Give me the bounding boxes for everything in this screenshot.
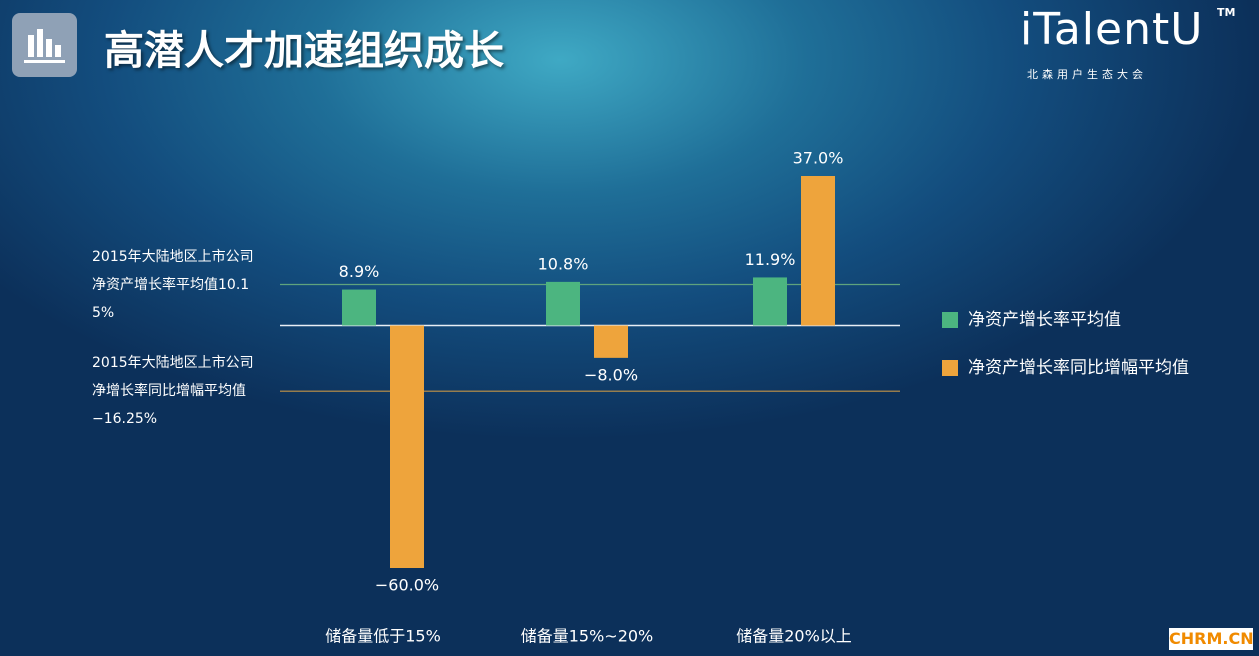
logo-subtitle: 北森用户生态大会 bbox=[1027, 68, 1147, 81]
value-label: −8.0% bbox=[584, 365, 638, 384]
value-label: 10.8% bbox=[538, 254, 589, 273]
logo-tm: TM bbox=[1217, 6, 1236, 19]
legend-label: 净资产增长率同比增幅平均值 bbox=[968, 358, 1189, 378]
watermark: CHRM.CN bbox=[1169, 628, 1254, 650]
value-label: −60.0% bbox=[375, 576, 439, 595]
reference-label: 2015年大陆地区上市公司净资产增长率平均值10.15% bbox=[92, 248, 254, 321]
x-tick-label: 储备量15%~20% bbox=[521, 627, 654, 646]
legend-swatch bbox=[942, 312, 958, 328]
bar bbox=[390, 325, 424, 568]
legend-label: 净资产增长率平均值 bbox=[968, 310, 1121, 330]
slide-title: 高潜人才加速组织成长 bbox=[104, 28, 504, 74]
bar bbox=[753, 277, 787, 326]
x-tick-label: 储备量低于15% bbox=[325, 627, 441, 646]
icon-graphic bbox=[24, 29, 65, 63]
bar bbox=[594, 325, 628, 358]
value-label: 8.9% bbox=[339, 262, 380, 281]
bar bbox=[342, 289, 376, 326]
x-tick-label: 储备量20%以上 bbox=[736, 627, 852, 646]
legend-swatch bbox=[942, 360, 958, 376]
value-label: 11.9% bbox=[745, 250, 796, 269]
value-label: 37.0% bbox=[793, 149, 844, 168]
bar bbox=[801, 176, 835, 326]
reference-label: 2015年大陆地区上市公司净增长率同比增幅平均值−16.25% bbox=[92, 355, 254, 428]
bar bbox=[546, 281, 580, 326]
logo-name: iTalentU bbox=[1020, 4, 1204, 55]
chart-icon bbox=[12, 13, 77, 77]
